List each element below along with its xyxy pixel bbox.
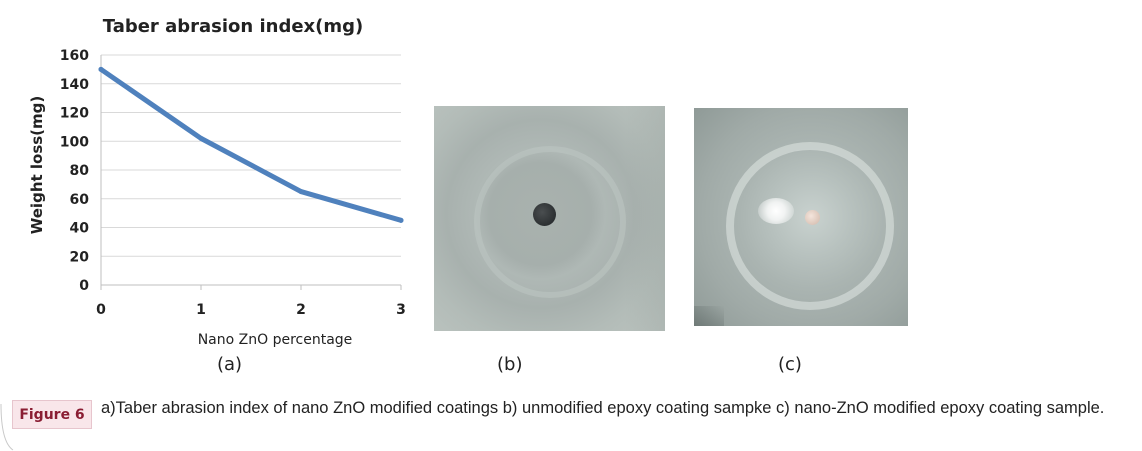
panel-label-a: (a) — [217, 354, 243, 375]
gridlines — [101, 54, 401, 257]
data-point — [398, 217, 404, 223]
y-tick-label: 160 — [60, 48, 89, 64]
figure-caption: a)Taber abrasion index of nano ZnO modif… — [101, 399, 1105, 417]
figure-caption-bar: Figure 6 a)Taber abrasion index of nano … — [0, 388, 1142, 451]
x-tick-label: 1 — [196, 302, 206, 318]
x-tick-label: 2 — [296, 302, 306, 318]
data-point — [298, 189, 304, 195]
abrasion-spot — [805, 210, 820, 225]
axes — [100, 55, 402, 290]
figure-badge: Figure 6 — [12, 400, 92, 429]
panel-label-b: (b) — [497, 354, 523, 375]
x-tick-label: 0 — [96, 302, 106, 318]
abrasion-spot — [533, 203, 556, 226]
y-tick-label: 80 — [70, 163, 90, 179]
series-layer — [98, 66, 404, 223]
data-point — [198, 135, 204, 141]
abrasion-line-chart: Taber abrasion index(mg) 020406080100120… — [28, 16, 406, 348]
y-tick-label: 100 — [60, 134, 89, 150]
unmodified-coating-photo — [434, 106, 665, 331]
x-tick-label: 3 — [396, 302, 406, 318]
y-tick-label: 140 — [60, 77, 89, 93]
modified-coating-photo — [694, 108, 908, 326]
data-point — [98, 66, 104, 72]
y-tick-label: 20 — [70, 249, 90, 265]
photo-edge-shadow — [625, 106, 665, 331]
series-line — [98, 66, 404, 223]
x-tick-labels: 0 1 2 3 — [96, 302, 406, 318]
abrasion-ring — [726, 142, 894, 310]
y-tick-label: 40 — [70, 221, 90, 237]
y-tick-label: 0 — [79, 278, 89, 294]
y-axis-label: Weight loss(mg) — [28, 96, 46, 235]
chart-title: Taber abrasion index(mg) — [103, 16, 364, 37]
x-axis-label: Nano ZnO percentage — [198, 332, 353, 348]
y-tick-labels: 0 20 40 60 80 100 120 140 160 — [60, 48, 89, 294]
abrasion-ring — [474, 146, 626, 298]
corner-curve — [0, 404, 14, 451]
y-tick-label: 60 — [70, 192, 90, 208]
y-tick-label: 120 — [60, 106, 89, 122]
light-reflection — [758, 198, 794, 224]
panel-label-c: (c) — [778, 354, 802, 375]
photo-corner-dark — [694, 306, 724, 326]
